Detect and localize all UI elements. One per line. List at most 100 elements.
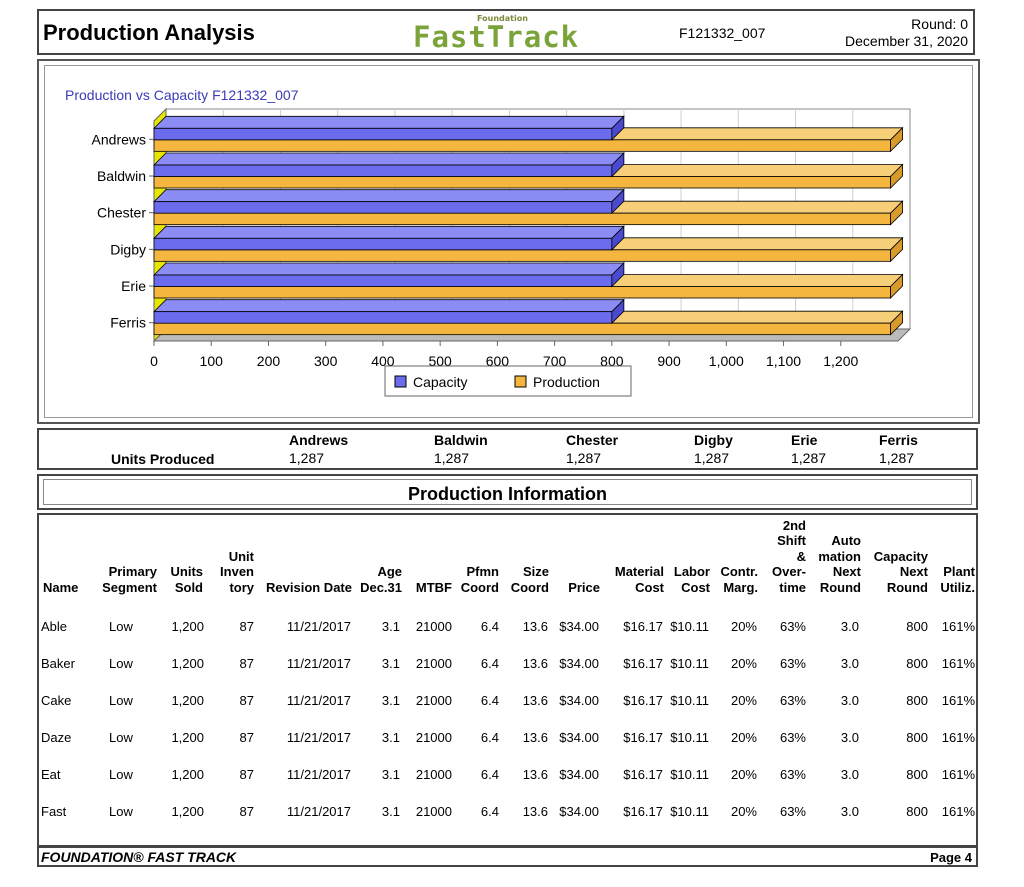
cell-inventory: 87	[239, 767, 254, 782]
cell-contr-marg: 20%	[730, 619, 757, 634]
table-row: Eat Low 1,200 87 11/21/2017 3.1 21000 6.4 13.6 $3…	[39, 767, 976, 785]
capacity-bar-top	[153, 152, 625, 166]
cell-plant-util: 161%	[941, 693, 975, 708]
cell-price: $34.00	[559, 730, 599, 745]
cell-size: 13.6	[522, 619, 548, 634]
cell-units-sold: 1,200	[171, 656, 204, 671]
cell-mtbf: 21000	[415, 656, 452, 671]
company-units-chester: 1,287	[566, 450, 602, 466]
column-header-contr-marg: Marg.	[723, 579, 758, 595]
column-header-units-sold: Sold	[174, 579, 203, 595]
page-number: Page 4	[930, 850, 972, 865]
capacity-bar-side	[611, 115, 625, 141]
footer-brand: FOUNDATION® FAST TRACK	[41, 849, 237, 865]
cell-inventory: 87	[239, 730, 254, 745]
cell-automation: 3.0	[840, 693, 859, 708]
capacity-bar-side	[611, 225, 625, 251]
x-tick-label: 200	[257, 353, 281, 369]
cell-inventory: 87	[239, 656, 254, 671]
x-tick-label: 300	[314, 353, 338, 369]
legend-label-production: Production	[533, 374, 600, 390]
production-info-title: Production Information	[408, 484, 607, 504]
cell-plant-util: 161%	[941, 804, 975, 819]
cell-contr-marg: 20%	[730, 730, 757, 745]
company-units-andrews: 1,287	[289, 450, 325, 466]
chart-panel: Production vs Capacity F121332_007 0 100 20…	[37, 59, 980, 424]
cell-name: Baker	[41, 656, 75, 671]
cell-capacity: 800	[906, 656, 928, 671]
cell-revision-date: 11/21/2017	[286, 804, 351, 819]
cell-price: $34.00	[559, 656, 599, 671]
column-header-segment: Segment	[102, 579, 157, 595]
cell-overtime: 63%	[779, 730, 806, 745]
column-header-age: Dec.31	[360, 579, 402, 595]
x-tick-label: 1,000	[709, 353, 744, 369]
column-header-capacity: Round	[886, 579, 928, 595]
capacity-bar-top	[153, 115, 625, 129]
cell-age: 3.1	[381, 767, 400, 782]
cell-segment: Low	[109, 693, 133, 708]
column-header-pfmn: Pfmn	[466, 564, 500, 579]
round-label: Round: 0	[911, 16, 968, 32]
cell-revision-date: 11/21/2017	[286, 693, 351, 708]
cell-material-cost: $16.17	[623, 693, 663, 708]
company-name-digby: Digby	[694, 432, 733, 448]
column-header-revision-date: Revision Date	[266, 579, 352, 595]
capacity-bar-side	[611, 262, 625, 288]
column-header-capacity: Capacity	[873, 548, 928, 564]
cell-revision-date: 11/21/2017	[286, 730, 351, 745]
column-header-plant-util: Utiliz.	[940, 579, 975, 595]
cell-size: 13.6	[522, 767, 548, 782]
cell-units-sold: 1,200	[171, 693, 204, 708]
legend-swatch-production	[514, 375, 527, 388]
column-header-automation: Round	[819, 579, 861, 595]
column-header-mtbf: MTBF	[415, 579, 452, 595]
cell-automation: 3.0	[840, 656, 859, 671]
cell-segment: Low	[109, 804, 133, 819]
company-units-ferris: 1,287	[879, 450, 915, 466]
y-tick-label: Digby	[110, 241, 146, 257]
cell-contr-marg: 20%	[730, 656, 757, 671]
cell-plant-util: 161%	[941, 619, 975, 634]
capacity-bar-top	[153, 189, 625, 203]
y-tick-label: Ferris	[110, 315, 146, 331]
column-header-overtime: Over-	[772, 564, 806, 579]
cell-automation: 3.0	[840, 730, 859, 745]
production-info-table: Name Primary Segment Units Sold Unit Inven tory…	[37, 513, 978, 847]
company-name-erie: Erie	[791, 432, 818, 448]
production-bar	[153, 249, 891, 262]
table-row: Cake Low 1,200 87 11/21/2017 3.1 21000 6.4 13.6 $…	[39, 693, 976, 711]
production-bar	[153, 212, 891, 226]
cell-units-sold: 1,200	[171, 730, 204, 745]
cell-inventory: 87	[239, 804, 254, 819]
cell-segment: Low	[109, 619, 133, 634]
cell-overtime: 63%	[779, 767, 806, 782]
cell-contr-marg: 20%	[730, 767, 757, 782]
cell-capacity: 800	[906, 804, 928, 819]
company-name-baldwin: Baldwin	[434, 432, 488, 448]
chart-frame: Production vs Capacity F121332_007 0 100 20…	[44, 65, 973, 418]
cell-price: $34.00	[559, 693, 599, 708]
cell-capacity: 800	[906, 730, 928, 745]
cell-name: Eat	[41, 767, 61, 782]
cell-mtbf: 21000	[415, 619, 452, 634]
column-header-overtime: &	[796, 548, 806, 564]
cell-units-sold: 1,200	[171, 619, 204, 634]
x-tick-label: 900	[657, 353, 681, 369]
table-row: Daze Low 1,200 87 11/21/2017 3.1 21000 6.4 13.6 $…	[39, 730, 976, 748]
chart-legend	[384, 365, 632, 397]
column-header-material-cost: Cost	[635, 579, 664, 595]
cell-labor-cost: $10.11	[670, 619, 709, 634]
report-footer: FOUNDATION® FAST TRACK Page 4	[37, 846, 978, 867]
production-bar	[153, 176, 891, 189]
cell-age: 3.1	[381, 619, 400, 634]
capacity-bar-top	[153, 262, 625, 276]
cell-units-sold: 1,200	[171, 804, 204, 819]
cell-material-cost: $16.17	[623, 804, 663, 819]
cell-price: $34.00	[559, 804, 599, 819]
cell-material-cost: $16.17	[623, 656, 663, 671]
cell-contr-marg: 20%	[730, 804, 757, 819]
x-tick-label: 1,100	[766, 353, 801, 369]
units-produced-panel: Units Produced Andrews 1,287 Baldwin 1,2…	[37, 428, 978, 470]
company-name-chester: Chester	[566, 432, 619, 448]
